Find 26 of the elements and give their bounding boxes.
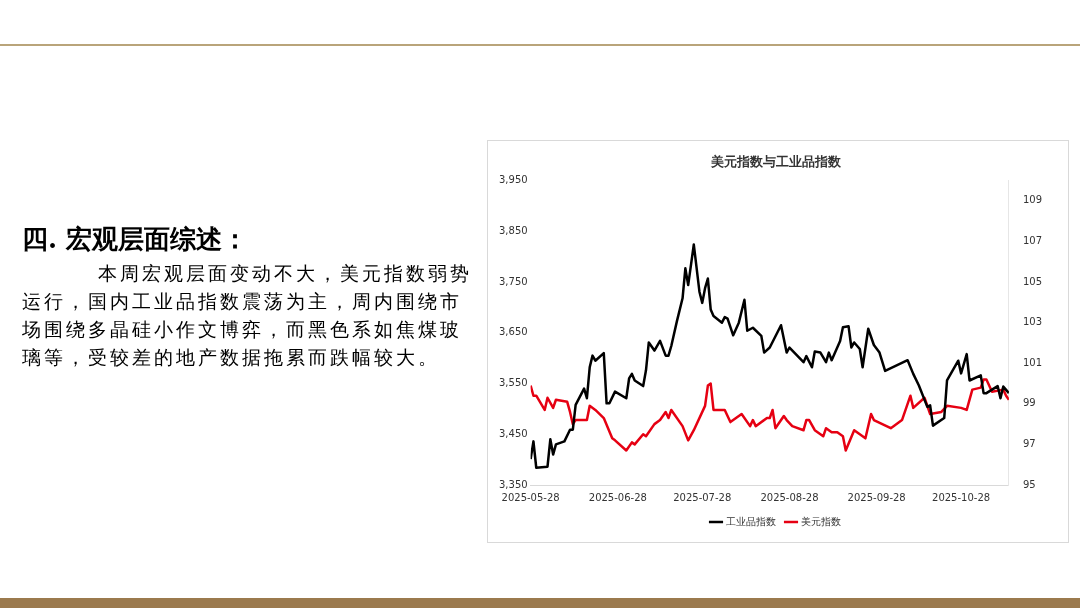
y-tick-label: 3,950 [498, 174, 528, 186]
y-tick-label: 3,750 [498, 275, 528, 287]
y2-tick-label: 109 [1022, 194, 1043, 206]
y-tick-label: 3,350 [498, 478, 528, 490]
x-tick-label: 2025-10-28 [932, 491, 991, 503]
text: 本周宏观层面变动不大，美元指数弱势运行，国内工业品指数震荡为主，周内围绕市场围绕多晶硅小作文博弈，而黑色系如焦煤玻璃等，受较差的地产数据拖累而跌幅较大。 [22, 261, 472, 370]
y2-tick-label: 101 [1022, 356, 1043, 368]
y-tick-label: 3,450 [498, 427, 528, 439]
legend-label: 美元指数 [801, 515, 841, 527]
y2-tick-label: 105 [1022, 275, 1043, 287]
text: 四. 宏观层面综述： [22, 223, 250, 256]
y2-tick-label: 103 [1022, 316, 1043, 328]
x-tick-label: 2025-08-28 [760, 491, 819, 503]
y2-tick-label: 99 [1022, 397, 1036, 409]
chart-title: 美元指数与工业品指数 [710, 154, 842, 170]
y-tick-label: 3,650 [498, 326, 528, 338]
x-tick-label: 2025-06-28 [588, 491, 647, 503]
legend-label: 工业品指数 [726, 515, 776, 527]
x-tick-label: 2025-05-28 [501, 491, 560, 503]
x-tick-label: 2025-07-28 [673, 491, 732, 503]
y-tick-label: 3,550 [498, 377, 528, 389]
y2-tick-label: 107 [1022, 235, 1043, 247]
y2-tick-label: 97 [1022, 438, 1036, 450]
y2-tick-label: 95 [1022, 478, 1036, 490]
y-tick-label: 3,850 [498, 224, 528, 236]
x-tick-label: 2025-09-28 [847, 491, 906, 503]
